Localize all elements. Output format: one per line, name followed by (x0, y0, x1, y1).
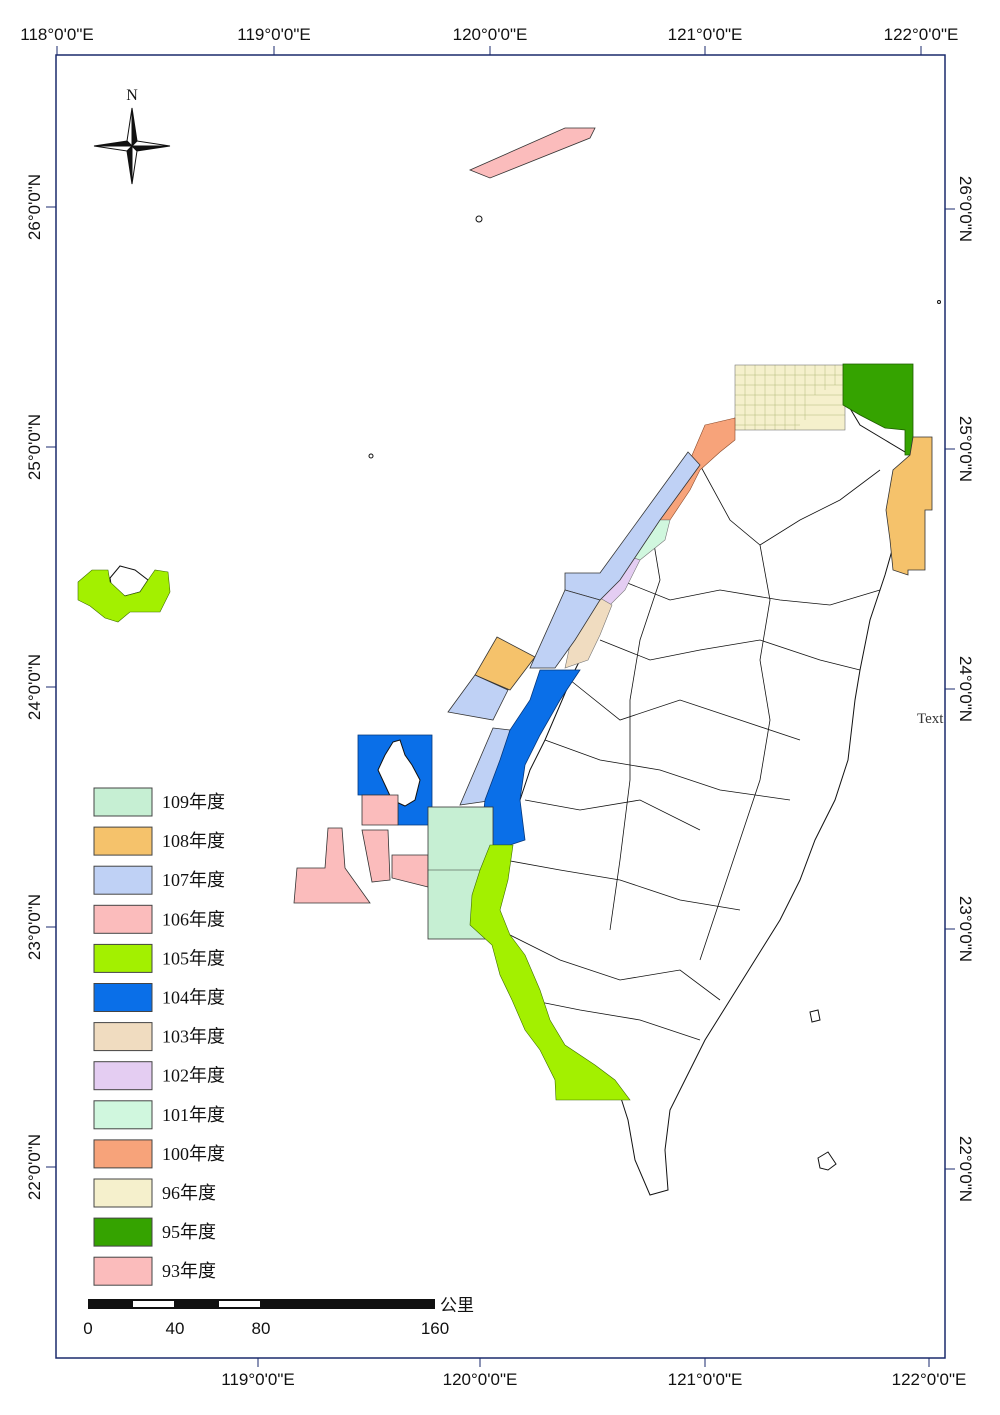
legend-swatch (93, 983, 153, 1012)
legend-swatch (93, 1022, 153, 1052)
area-107-a (564, 451, 701, 601)
scale-label: 80 (252, 1319, 271, 1338)
legend-label: 106年度 (162, 909, 225, 929)
legend-label: 101年度 (162, 1105, 225, 1125)
legend-label: 105年度 (162, 948, 225, 968)
legend-swatch (93, 1178, 153, 1208)
lon-label-top: 119°0'0"E (237, 25, 310, 44)
scale-bar (88, 1299, 435, 1309)
north-arrow-icon (93, 107, 171, 185)
lon-label-bottom: 120°0'0"E (443, 1370, 518, 1389)
legend-swatch (93, 1256, 153, 1286)
stray-text-label: Text (917, 711, 944, 727)
legend-label: 109年度 (162, 792, 225, 812)
legend-swatch (93, 1100, 153, 1130)
legend: 109年度 108年度 107年度 106年度 105年度 104年度 103年度 102年度… (93, 787, 225, 1286)
north-label: N (126, 87, 138, 104)
top-ticks (46, 46, 955, 1367)
lat-label-left: 25°0'0"N (25, 414, 44, 480)
legend-label: 103年度 (162, 1027, 225, 1047)
lon-label-top: 122°0'0"E (884, 25, 959, 44)
scale-label: 160 (421, 1319, 449, 1338)
penghu-main (377, 739, 421, 807)
scale-unit: 公里 (440, 1296, 474, 1315)
area-106-a (361, 794, 399, 826)
legend-swatch (93, 865, 153, 895)
legend-swatch (93, 787, 153, 817)
legend-label: 93年度 (162, 1261, 216, 1281)
scale-label: 40 (166, 1319, 185, 1338)
grid-texture (735, 365, 845, 430)
lat-label-left: 24°0'0"N (25, 654, 44, 720)
area-108-west (474, 636, 536, 691)
lon-label-top: 121°0'0"E (668, 25, 743, 44)
legend-label: 95年度 (162, 1222, 216, 1242)
legend-label: 108年度 (162, 831, 225, 851)
lon-label-top: 118°0'0"E (20, 25, 93, 44)
area-107-c (447, 674, 509, 721)
area-108-east (885, 436, 933, 576)
lat-label-right: 25°0'0"N (956, 416, 975, 482)
area-106-d (293, 827, 371, 904)
lat-label-right: 24°0'0"N (956, 656, 975, 722)
legend-label: 96年度 (162, 1183, 216, 1203)
legend-label: 104年度 (162, 988, 225, 1008)
legend-label: 102年度 (162, 1066, 225, 1086)
county-boundaries (499, 464, 881, 1041)
area-93-matsu (468, 127, 596, 179)
lat-label-right: 26°0'0"N (956, 176, 975, 242)
legend-swatch (93, 1061, 153, 1091)
legend-swatch (93, 1217, 153, 1247)
lon-label-bottom: 121°0'0"E (668, 1370, 743, 1389)
area-106-b (361, 829, 391, 883)
legend-swatch (93, 1139, 153, 1169)
lat-label-right: 22°0'0"N (956, 1136, 975, 1202)
area-105-coast (469, 844, 631, 1101)
legend-label: 100年度 (162, 1144, 225, 1164)
lon-label-bottom: 119°0'0"E (221, 1370, 294, 1389)
lon-label-bottom: 122°0'0"E (892, 1370, 967, 1389)
area-107-b (529, 589, 601, 669)
scale-label: 0 (83, 1319, 92, 1338)
lat-label-left: 22°0'0"N (25, 1134, 44, 1200)
area-95 (842, 363, 914, 456)
area-96 (734, 364, 846, 431)
legend-swatch (93, 904, 153, 934)
area-104-coast (479, 669, 581, 846)
lon-label-top: 120°0'0"E (453, 25, 528, 44)
legend-swatch (93, 826, 153, 856)
lat-label-left: 23°0'0"N (25, 894, 44, 960)
legend-swatch (93, 943, 153, 973)
lat-label-left: 26°0'0"N (25, 174, 44, 240)
legend-label: 107年度 (162, 870, 225, 890)
small-islands (368, 215, 941, 1171)
area-105-kinmen (77, 569, 171, 623)
lat-label-right: 23°0'0"N (956, 896, 975, 962)
